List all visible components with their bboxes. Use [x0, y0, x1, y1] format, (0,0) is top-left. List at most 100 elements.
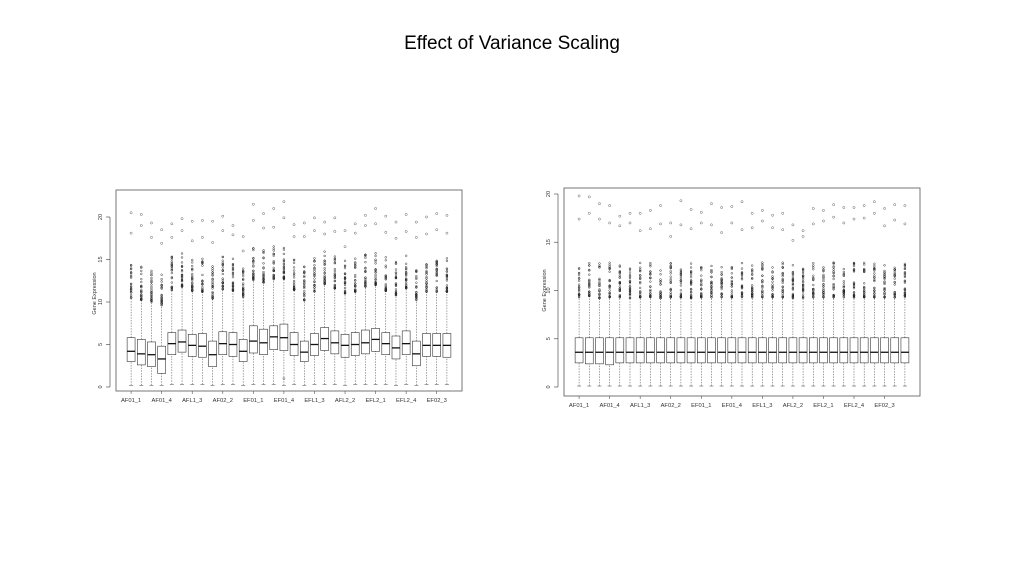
box-group	[880, 207, 889, 387]
x-tick-label: EFL1_3	[752, 403, 772, 409]
outlier-point	[170, 269, 173, 272]
outlier-point	[333, 230, 337, 233]
outlier-point	[883, 287, 886, 290]
outlier-point	[628, 279, 632, 282]
outlier-point	[150, 236, 153, 239]
outlier-point	[323, 276, 326, 279]
outlier-point	[262, 275, 265, 278]
x-tick-label: AF01_4	[152, 398, 173, 404]
outlier-point	[252, 247, 255, 250]
outlier-point	[160, 298, 163, 301]
outlier-point	[873, 211, 876, 215]
outlier-point	[170, 288, 173, 292]
outlier-point	[832, 262, 835, 265]
outlier-point	[832, 288, 835, 291]
outlier-point	[150, 271, 153, 275]
outlier-point	[374, 254, 377, 258]
outlier-point	[577, 293, 581, 296]
outlier-point	[262, 278, 265, 281]
outlier-point	[710, 291, 713, 294]
outlier-point	[364, 256, 367, 259]
outlier-point	[903, 262, 907, 266]
outlier-point	[751, 288, 754, 291]
outlier-point	[364, 213, 367, 217]
outlier-point	[801, 296, 805, 300]
outlier-point	[903, 291, 907, 295]
outlier-point	[333, 287, 336, 290]
outlier-point	[903, 272, 907, 275]
box-iqr	[137, 339, 146, 366]
outlier-point	[180, 217, 184, 221]
outlier-point	[201, 273, 204, 277]
outlier-point	[201, 282, 204, 285]
outlier-point	[333, 255, 336, 258]
outlier-point	[323, 271, 326, 274]
outlier-point	[628, 268, 632, 271]
outlier-point	[822, 283, 825, 286]
box-group	[798, 229, 808, 387]
outlier-point	[303, 265, 306, 268]
outlier-point	[751, 270, 754, 273]
outlier-point	[801, 235, 805, 238]
outlier-point	[354, 279, 357, 282]
outlier-point	[404, 230, 408, 233]
outlier-point	[659, 204, 662, 207]
outlier-point	[893, 270, 896, 274]
outlier-point	[750, 226, 754, 230]
box-iqr	[737, 337, 747, 364]
outlier-point	[374, 262, 377, 265]
outlier-point	[354, 257, 357, 260]
outlier-point	[150, 221, 153, 225]
outlier-point	[801, 285, 805, 288]
box-iqr	[676, 337, 686, 364]
outlier-point	[801, 286, 805, 289]
outlier-point	[129, 272, 133, 275]
outlier-point	[588, 292, 591, 296]
box-group	[737, 200, 747, 387]
outlier-point	[160, 303, 163, 306]
box-group	[849, 206, 859, 387]
outlier-point	[354, 266, 357, 270]
outlier-point	[700, 269, 703, 272]
outlier-point	[272, 254, 275, 257]
outlier-point	[801, 293, 805, 296]
outlier-point	[323, 262, 326, 266]
box-iqr	[574, 337, 584, 364]
outlier-point	[639, 282, 642, 285]
outlier-point	[231, 273, 235, 277]
outlier-point	[801, 287, 805, 291]
outlier-point	[883, 288, 886, 291]
box-group	[137, 213, 146, 386]
outlier-point	[415, 236, 418, 239]
outlier-point	[730, 279, 733, 283]
outlier-point	[323, 269, 326, 272]
outlier-point	[435, 274, 438, 277]
outlier-point	[425, 284, 428, 288]
outlier-point	[180, 274, 184, 277]
outlier-point	[608, 286, 611, 290]
outlier-point	[374, 281, 377, 284]
box-group	[666, 221, 675, 387]
x-tick-label: EF02_3	[427, 398, 447, 404]
outlier-point	[852, 281, 856, 284]
outlier-point	[191, 279, 194, 282]
outlier-point	[191, 258, 194, 262]
outlier-point	[221, 272, 224, 276]
outlier-point	[639, 291, 642, 295]
x-tick-label: AFL1_3	[182, 398, 202, 404]
outlier-point	[822, 275, 825, 278]
outlier-point	[781, 211, 785, 215]
outlier-point	[740, 274, 744, 277]
outlier-point	[822, 209, 825, 212]
outlier-point	[608, 261, 611, 264]
outlier-point	[598, 289, 601, 292]
outlier-point	[801, 229, 805, 232]
outlier-point	[170, 262, 173, 265]
outlier-point	[191, 277, 194, 281]
outlier-point	[343, 286, 347, 290]
outlier-point	[415, 277, 418, 281]
outlier-point	[292, 274, 296, 277]
outlier-point	[364, 285, 367, 288]
outlier-point	[598, 202, 601, 205]
box-group	[381, 214, 391, 385]
